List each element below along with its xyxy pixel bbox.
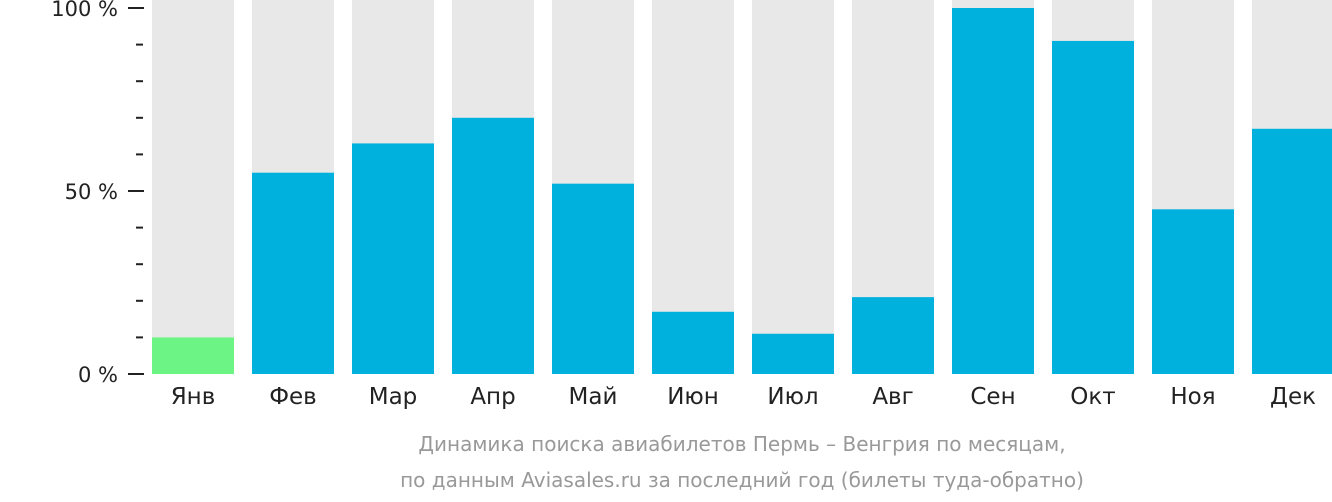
bar-3: [352, 143, 434, 374]
x-tick-label: Май: [569, 384, 618, 410]
bar-7: [752, 333, 834, 374]
x-tick-label: Июл: [767, 384, 818, 410]
y-tick-label: 0 %: [78, 363, 118, 387]
caption-line-1: Динамика поиска авиабилетов Пермь – Венг…: [418, 432, 1065, 456]
bar-10: [1052, 40, 1134, 374]
y-axis: 0 % 50 % 100 %: [51, 0, 144, 387]
x-tick-label: Ноя: [1170, 384, 1215, 410]
background-bar: [152, 0, 234, 374]
x-tick-label: Апр: [470, 384, 515, 410]
x-tick-label: Окт: [1070, 384, 1115, 410]
caption-line-2: по данным Aviasales.ru за последний год …: [400, 468, 1084, 492]
background-bar: [652, 0, 734, 374]
x-tick-label: Июн: [667, 384, 719, 410]
chart-caption: Динамика поиска авиабилетов Пермь – Венг…: [400, 432, 1084, 492]
bar-8: [852, 297, 934, 374]
x-tick-label: Мар: [369, 384, 418, 410]
x-axis-labels: Янв Фев Мар Апр Май Июн Июл Авг Сен Окт Ноя Дек: [171, 384, 1316, 410]
bar-2: [252, 172, 334, 374]
background-bar: [752, 0, 834, 374]
x-tick-label: Авг: [872, 384, 913, 410]
bar-1: [152, 337, 234, 374]
bar-9: [952, 8, 1034, 374]
x-tick-label: Янв: [171, 384, 216, 410]
data-bars: [152, 8, 1332, 375]
y-tick-label: 100 %: [51, 0, 118, 21]
bar-11: [1152, 209, 1234, 374]
bar-6: [652, 311, 734, 374]
bar-4: [452, 117, 534, 375]
x-tick-label: Дек: [1270, 384, 1316, 410]
y-tick-label: 50 %: [65, 180, 118, 204]
bar-12: [1252, 128, 1332, 374]
x-tick-label: Сен: [970, 384, 1015, 410]
bar-5: [552, 183, 634, 374]
x-tick-label: Фев: [269, 384, 317, 410]
